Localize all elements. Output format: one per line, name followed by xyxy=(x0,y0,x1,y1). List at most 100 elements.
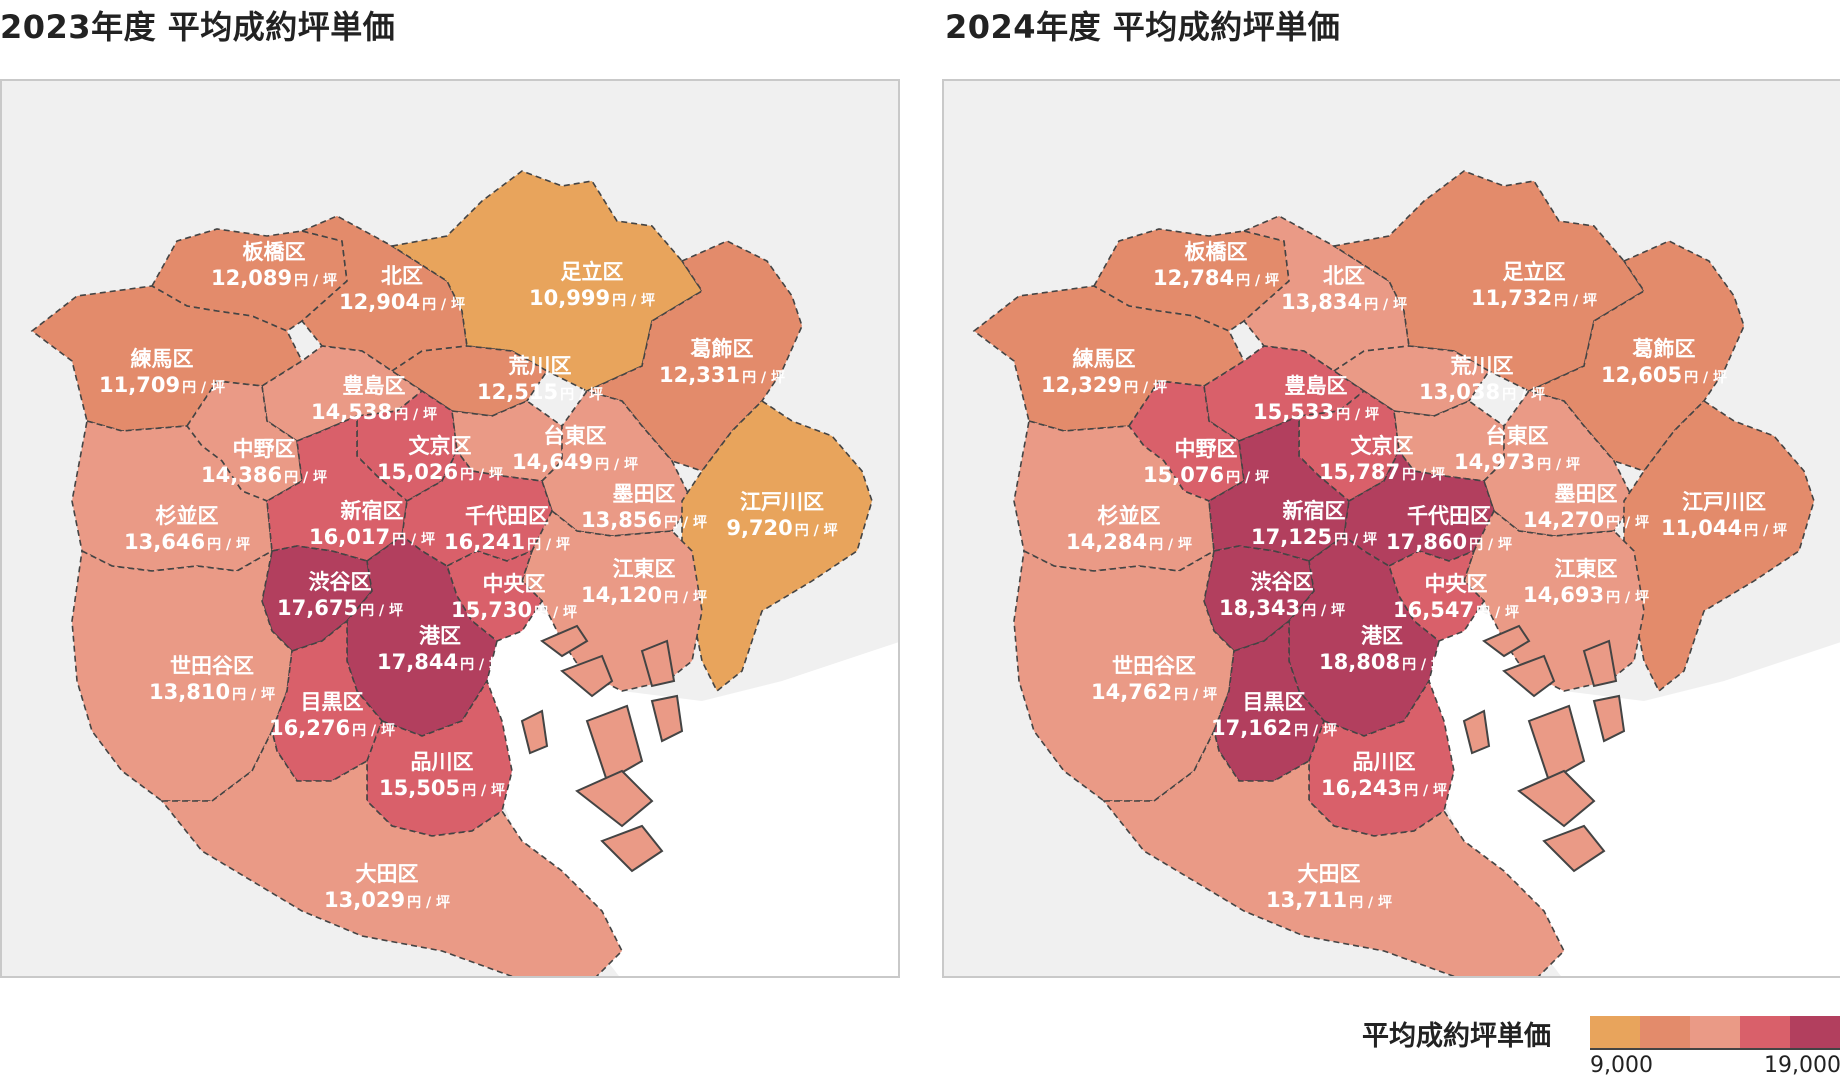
map2024-label-shinagawa: 品川区 xyxy=(1353,750,1416,774)
map2024-value-bunkyo: 15,787 円 / 坪 xyxy=(1319,460,1445,484)
map2024-island-7 xyxy=(1542,824,1606,873)
map2023-ward-shinjuku[interactable] xyxy=(266,414,408,562)
map2023-value-ota: 13,029 円 / 坪 xyxy=(324,888,450,912)
map2023-value-itabashi: 12,089 円 / 坪 xyxy=(211,266,337,290)
map2024-island-8 xyxy=(1462,709,1491,755)
map2024-label-arakawa: 荒川区 xyxy=(1451,354,1514,378)
map2023-value-toshima: 14,538 円 / 坪 xyxy=(311,400,437,424)
map2023-value-nakano: 14,386 円 / 坪 xyxy=(201,463,327,487)
map2023-value-suginami: 13,646 円 / 坪 xyxy=(124,530,250,554)
map2023-label-katsushika: 葛飾区 xyxy=(691,337,754,361)
map2024-value-setagaya: 14,762 円 / 坪 xyxy=(1091,680,1217,704)
map2023-value-minato: 17,844 円 / 坪 xyxy=(377,650,503,674)
map2024-value-chuo: 16,547 円 / 坪 xyxy=(1393,598,1519,622)
map2023-ward-katsushika[interactable] xyxy=(584,240,803,472)
map2024-label-koto: 江東区 xyxy=(1555,557,1618,581)
map2024-island-4 xyxy=(1527,704,1586,783)
map2024-value-katsushika: 12,605 円 / 坪 xyxy=(1601,363,1727,387)
map2024-value-minato: 18,808 円 / 坪 xyxy=(1319,650,1445,674)
map2023-island-1 xyxy=(540,624,589,658)
map2023-label-arakawa: 荒川区 xyxy=(509,354,572,378)
map2023-label-shinjuku: 新宿区 xyxy=(341,499,404,523)
map2024-value-meguro: 17,162 円 / 坪 xyxy=(1211,716,1337,740)
map2023-label-minato: 港区 xyxy=(419,624,461,648)
map2024-label-shibuya: 渋谷区 xyxy=(1251,570,1314,594)
map2023-value-meguro: 16,276 円 / 坪 xyxy=(269,716,395,740)
map2023-ward-edogawa[interactable] xyxy=(681,399,873,693)
legend-max-label: 19,000 xyxy=(1764,1053,1840,1078)
map2024-ward-katsushika[interactable] xyxy=(1526,240,1745,472)
map2024-value-itabashi: 12,784 円 / 坪 xyxy=(1153,266,1279,290)
map2024-value-ota: 13,711 円 / 坪 xyxy=(1266,888,1392,912)
map2024-ward-shibuya[interactable] xyxy=(1203,545,1315,652)
map2023-ward-shibuya[interactable] xyxy=(261,545,373,652)
bay-water xyxy=(472,601,898,976)
map2024-value-chiyoda: 17,860 円 / 坪 xyxy=(1386,530,1512,554)
map2023-label-taito: 台東区 xyxy=(544,424,607,448)
map2023-label-shibuya: 渋谷区 xyxy=(309,570,372,594)
legend-min-label: 9,000 xyxy=(1590,1053,1653,1078)
map2024-label-katsushika: 葛飾区 xyxy=(1633,337,1696,361)
map2023-value-nerima: 11,709 円 / 坪 xyxy=(99,373,225,397)
map2023-label-suginami: 杉並区 xyxy=(156,504,219,528)
map2024-label-bunkyo: 文京区 xyxy=(1351,434,1414,458)
map2024-value-nakano: 15,076 円 / 坪 xyxy=(1143,463,1269,487)
map2024-value-shibuya: 18,343 円 / 坪 xyxy=(1219,596,1345,620)
map2024-value-edogawa: 11,044 円 / 坪 xyxy=(1661,516,1787,540)
map2024-island-2 xyxy=(1502,654,1556,698)
map2023-label-nerima: 練馬区 xyxy=(131,347,194,371)
map2023-label-shinagawa: 品川区 xyxy=(411,750,474,774)
map2024-island-5 xyxy=(1592,694,1626,743)
map2024-label-chiyoda: 千代田区 xyxy=(1407,504,1491,528)
map2023-value-chuo: 15,730 円 / 坪 xyxy=(451,598,577,622)
map2024-value-suginami: 14,284 円 / 坪 xyxy=(1066,530,1192,554)
map2024-ward-arakawa[interactable] xyxy=(1332,345,1491,417)
map2023-value-shibuya: 17,675 円 / 坪 xyxy=(277,596,403,620)
map2024-ward-edogawa[interactable] xyxy=(1623,399,1815,693)
map2024-label-minato: 港区 xyxy=(1361,624,1403,648)
map-title-2024: 2024年度 平均成約坪単価 xyxy=(945,8,1341,46)
map2024-ward-meguro[interactable] xyxy=(1213,619,1325,782)
map2023-island-8 xyxy=(520,709,549,755)
map2024-label-nakano: 中野区 xyxy=(1175,437,1238,461)
map2023-label-itabashi: 板橋区 xyxy=(243,240,306,264)
map2024-value-sumida: 14,270 円 / 坪 xyxy=(1523,508,1649,532)
map2023-value-taito: 14,649 円 / 坪 xyxy=(512,450,638,474)
map2023-ward-meguro[interactable] xyxy=(271,619,383,782)
map2024-island-1 xyxy=(1482,624,1531,658)
map2024-label-suginami: 杉並区 xyxy=(1098,504,1161,528)
map2024-value-shinagawa: 16,243 円 / 坪 xyxy=(1321,776,1447,800)
map2023-label-nakano: 中野区 xyxy=(233,437,296,461)
map2023-value-kita: 12,904 円 / 坪 xyxy=(339,290,465,314)
map2024-label-toshima: 豊島区 xyxy=(1285,374,1348,398)
map2024-ward-shinjuku[interactable] xyxy=(1208,414,1350,562)
map2024-ward-sumida[interactable] xyxy=(1483,390,1635,537)
map2023-island-3 xyxy=(640,639,676,688)
map2023-label-bunkyo: 文京区 xyxy=(409,434,472,458)
bay-water xyxy=(1414,601,1840,976)
map2023-ward-ota[interactable] xyxy=(160,728,623,978)
map2024-ward-ota[interactable] xyxy=(1102,728,1565,978)
legend-axis-line xyxy=(1590,1048,1840,1050)
map2024-value-adachi: 11,732 円 / 坪 xyxy=(1471,286,1597,310)
map-2023[interactable]: 板橋区 12,089 円 / 坪 北区 12,904 円 / 坪 足立区 10,999 円 / … xyxy=(0,79,900,978)
map2024-label-taito: 台東区 xyxy=(1486,424,1549,448)
map2023-label-toshima: 豊島区 xyxy=(343,374,406,398)
map2024-label-meguro: 目黒区 xyxy=(1243,690,1306,714)
map2023-ward-sumida[interactable] xyxy=(541,390,693,537)
map2023-label-kita: 北区 xyxy=(381,264,423,288)
map2023-ward-arakawa[interactable] xyxy=(390,345,549,417)
map2023-label-meguro: 目黒区 xyxy=(301,690,364,714)
map2023-value-adachi: 10,999 円 / 坪 xyxy=(529,286,655,310)
map2023-label-ota: 大田区 xyxy=(356,862,419,886)
map-2024[interactable]: 板橋区 12,784 円 / 坪 北区 13,834 円 / 坪 足立区 11,732 円 / … xyxy=(942,79,1840,978)
map2023-value-edogawa: 9,720 円 / 坪 xyxy=(726,516,837,540)
legend-swatch-5 xyxy=(1790,1016,1840,1048)
map2023-value-shinagawa: 15,505 円 / 坪 xyxy=(379,776,505,800)
map2024-value-kita: 13,834 円 / 坪 xyxy=(1281,290,1407,314)
map2024-island-3 xyxy=(1582,639,1618,688)
map2024-label-sumida: 墨田区 xyxy=(1555,482,1618,506)
map2023-label-edogawa: 江戸川区 xyxy=(740,490,824,514)
map2023-value-koto: 14,120 円 / 坪 xyxy=(581,583,707,607)
